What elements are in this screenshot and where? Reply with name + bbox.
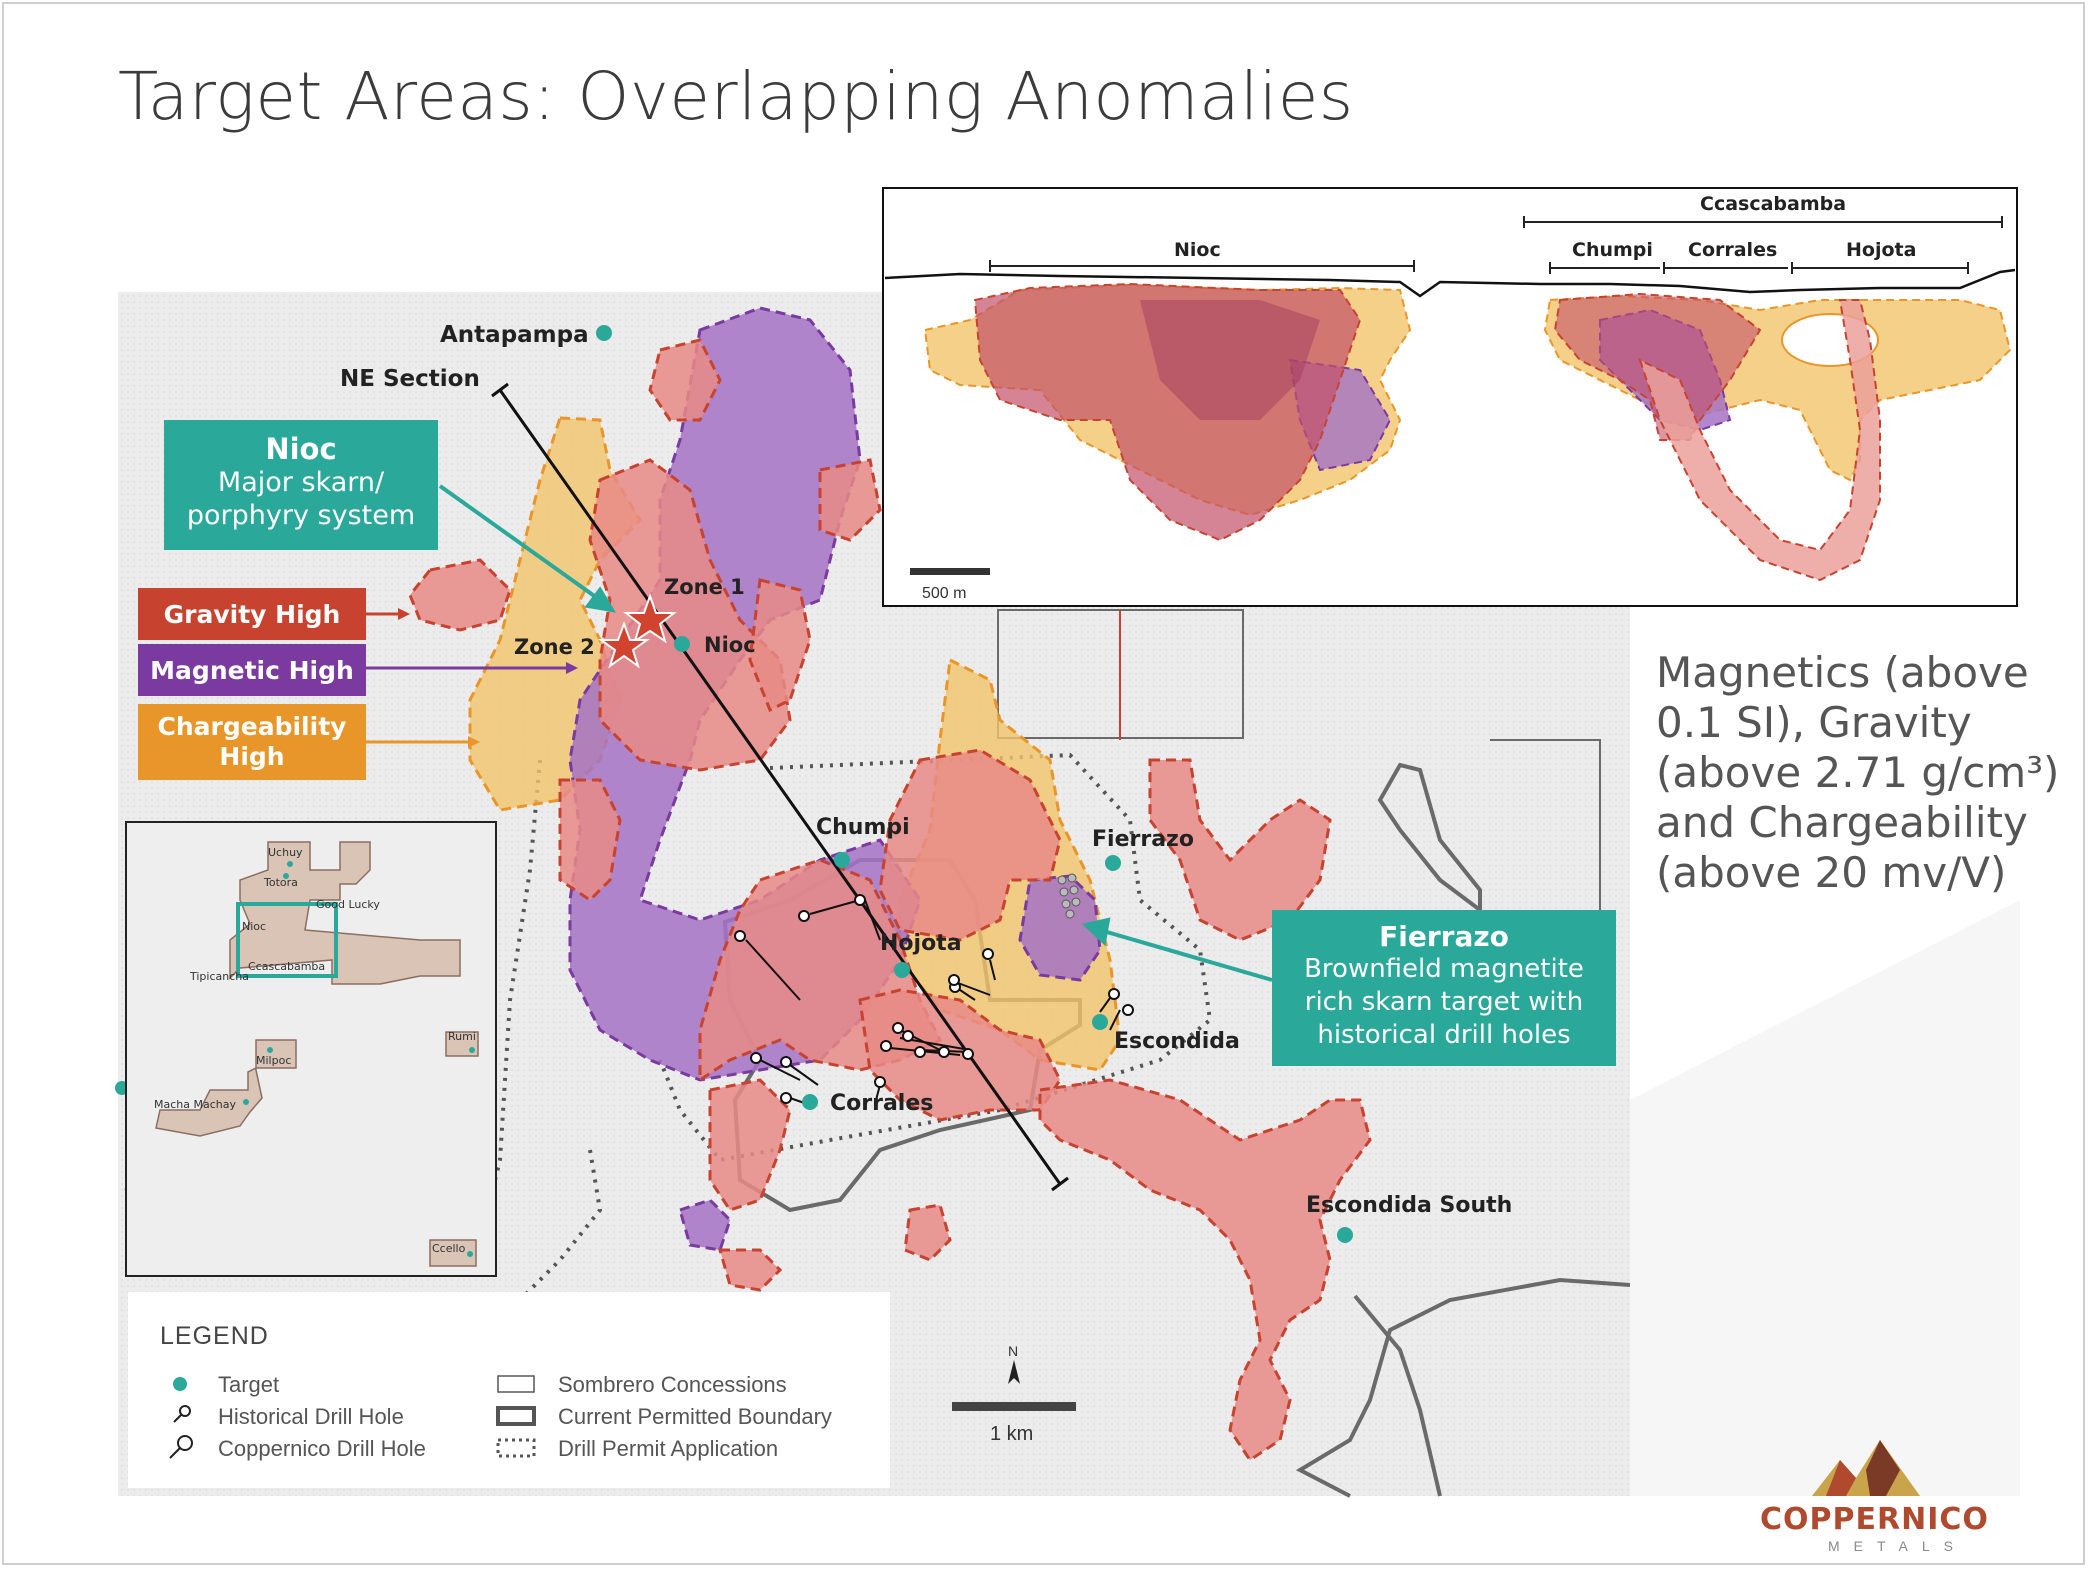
fierrazo-drill-cluster: [1057, 873, 1081, 919]
gravity-high-text: Gravity High: [163, 599, 341, 629]
section-view: Nioc Ccascabamba Chumpi Corrales Hojota …: [882, 187, 2018, 607]
legend-symbols: [169, 1375, 536, 1459]
section-label-ccascabamba: Ccascabamba: [1700, 193, 1846, 215]
label-chumpi: Chumpi: [816, 815, 910, 840]
desc-line-2: 0.1 SI), Gravity: [1656, 698, 1972, 747]
label-fierrazo: Fierrazo: [1092, 827, 1194, 852]
callout-fierrazo: Fierrazo Brownfield magnetite rich skarn…: [1272, 910, 1616, 1066]
zone2-star: [597, 621, 651, 669]
anomaly-arrows: [366, 608, 578, 748]
legend-historical: Historical Drill Hole: [218, 1404, 404, 1429]
legend-title: LEGEND: [160, 1322, 269, 1350]
label-corrales: Corrales: [830, 1091, 933, 1116]
legend-coppernico: Coppernico Drill Hole: [218, 1436, 426, 1461]
legend-permitted-icon: [496, 1406, 536, 1426]
logo-name: COPPERNICO: [1760, 1502, 1989, 1537]
section-label-chumpi: Chumpi: [1572, 239, 1653, 261]
inset-label-6: Rumi: [448, 1030, 476, 1043]
target-chumpi: [834, 852, 850, 868]
callout-nioc-line2: porphyry system: [186, 500, 416, 531]
magnetic-high-label: Magnetic High: [138, 644, 366, 696]
inset-label-0: Uchuy: [268, 846, 303, 859]
legend-sombrero-icon: [497, 1375, 535, 1393]
legend-permit-app: Drill Permit Application: [558, 1436, 779, 1461]
legend-permitted: Current Permitted Boundary: [558, 1404, 832, 1429]
inset-label-5: Tipicancha: [189, 970, 249, 983]
inset-label-9: Ccello: [432, 1242, 466, 1255]
inset-label-3: Nioc: [242, 920, 266, 933]
scale-bar: 1 km: [952, 1402, 1076, 1445]
target-escondida-south: [1337, 1227, 1353, 1243]
label-zone1: Zone 1: [664, 575, 745, 599]
gravity-high-label: Gravity High: [138, 588, 366, 640]
label-antapampa: Antapampa: [440, 322, 589, 348]
callout-fierrazo-line3: historical drill holes: [1317, 1020, 1571, 1050]
inset-label-2: Good Lucky: [316, 898, 380, 911]
callout-nioc-title: Nioc: [265, 432, 337, 466]
callout-fierrazo-title: Fierrazo: [1379, 920, 1509, 953]
desc-line-3: (above 2.71 g/cm³): [1656, 748, 2060, 797]
chargeability-high-text-2: High: [219, 742, 285, 771]
background-wedge: [1630, 900, 2020, 1496]
desc-line-5: (above 20 mv/V): [1656, 848, 2007, 897]
north-arrow: N: [1008, 1343, 1020, 1384]
svg-text:1 km: 1 km: [990, 1423, 1033, 1445]
section-label-hojota: Hojota: [1846, 239, 1916, 261]
section-label-corrales: Corrales: [1688, 239, 1777, 261]
target-antapampa: [596, 325, 612, 341]
label-hojota: Hojota: [880, 931, 962, 956]
desc-line-4: and Chargeability: [1656, 798, 2028, 847]
inset-map: Uchuy Totora Good Lucky Nioc Ccascabamba…: [125, 821, 497, 1277]
inset-label-7: Milpoc: [256, 1054, 291, 1067]
gravity-anomaly: [408, 338, 1372, 1463]
target-corrales: [802, 1094, 818, 1110]
callout-fierrazo-line1: Brownfield magnetite: [1304, 954, 1584, 984]
label-escondida-south: Escondida South: [1306, 1193, 1512, 1218]
drill-holes: [734, 894, 1134, 1106]
chargeability-high-label: Chargeability High: [138, 704, 366, 780]
inset-label-1: Totora: [263, 876, 298, 889]
callout-fierrazo-line2: rich skarn target with: [1304, 987, 1584, 1017]
target-fierrazo: [1105, 855, 1121, 871]
logo-mark: [1812, 1440, 1920, 1496]
target-nioc: [674, 636, 690, 652]
legend-target-icon: [173, 1377, 187, 1391]
magnetic-high-text: Magnetic High: [150, 655, 354, 685]
anomaly-thresholds: Magnetics (above 0.1 SI), Gravity (above…: [1656, 648, 2076, 898]
callout-nioc-line1: Major skarn/: [217, 467, 385, 498]
inset-label-4: Ccascabamba: [248, 960, 325, 973]
label-escondida: Escondida: [1114, 1029, 1240, 1054]
zone1-star: [623, 592, 677, 644]
legend-target: Target: [218, 1372, 280, 1397]
callout-nioc: Nioc Major skarn/ porphyry system: [164, 420, 438, 550]
section-label-nioc: Nioc: [1174, 239, 1221, 261]
chargeability-high-text-1: Chargeability: [157, 712, 347, 741]
legend: LEGEND Target Historical Drill Hole Copp…: [128, 1292, 890, 1488]
desc-line-1: Magnetics (above: [1656, 648, 2029, 697]
target-escondida: [1092, 1014, 1108, 1030]
legend-historical-icon: [173, 1413, 183, 1423]
target-hojota: [894, 962, 910, 978]
legend-permit-app-icon: [496, 1438, 536, 1458]
legend-coppernico-icon: [169, 1447, 181, 1459]
page-title: Target Areas: Overlapping Anomalies: [118, 58, 1354, 135]
logo-sub: METALS: [1828, 1538, 1967, 1554]
drill-permit-application: [124, 752, 1213, 1302]
section-scale-label: 500 m: [922, 585, 966, 602]
label-zone2: Zone 2: [514, 635, 595, 659]
svg-text:N: N: [1008, 1343, 1018, 1359]
inset-label-8: Macha Machay: [154, 1098, 236, 1111]
label-ne-section: NE Section: [340, 366, 480, 392]
legend-sombrero: Sombrero Concessions: [558, 1372, 787, 1397]
label-nioc: Nioc: [704, 633, 756, 657]
callout-pointers: [438, 484, 1273, 982]
